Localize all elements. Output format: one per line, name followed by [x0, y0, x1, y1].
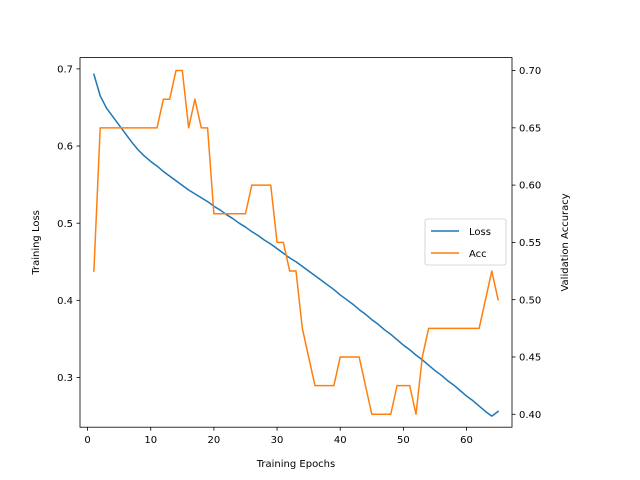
x-tick-label: 10 [144, 435, 157, 446]
left-tick-label: 0.3 [57, 373, 73, 384]
left-axis-ticks: 0.3 0.4 0.5 0.6 0.7 [57, 64, 80, 384]
left-tick-label: 0.5 [57, 219, 73, 230]
series-line-loss [92, 73, 500, 417]
x-tick-label: 20 [208, 435, 221, 446]
x-tick-label: 60 [460, 435, 473, 446]
legend-label-loss: Loss [469, 227, 491, 238]
left-tick-label: 0.7 [57, 64, 73, 75]
left-tick-label: 0.4 [57, 296, 73, 307]
legend-box [424, 218, 507, 266]
legend: Loss Acc [424, 218, 507, 266]
x-axis-ticks: 0 10 20 30 40 50 60 [84, 427, 473, 446]
series-line-acc [93, 69, 500, 415]
right-tick-label: 0.45 [519, 353, 541, 364]
right-tick-label: 0.55 [519, 238, 541, 249]
right-tick-label: 0.65 [519, 123, 541, 134]
plot-frame [79, 57, 513, 428]
left-axis-label: Training Loss [31, 210, 42, 276]
x-tick-label: 40 [334, 435, 347, 446]
right-tick-label: 0.70 [519, 66, 541, 77]
right-axis-ticks: 0.40 0.45 0.50 0.55 0.60 0.65 0.70 [512, 66, 541, 421]
right-axis-label: Validation Accuracy [560, 193, 571, 291]
x-axis-label: Training Epochs [256, 459, 335, 470]
right-tick-label: 0.40 [519, 410, 541, 421]
series-layer [92, 69, 500, 417]
x-tick-label: 50 [397, 435, 410, 446]
right-tick-label: 0.60 [519, 181, 541, 192]
left-tick-label: 0.6 [57, 142, 73, 153]
x-tick-label: 0 [84, 435, 90, 446]
right-tick-label: 0.50 [519, 295, 541, 306]
legend-label-acc: Acc [469, 249, 487, 260]
x-tick-label: 30 [271, 435, 284, 446]
